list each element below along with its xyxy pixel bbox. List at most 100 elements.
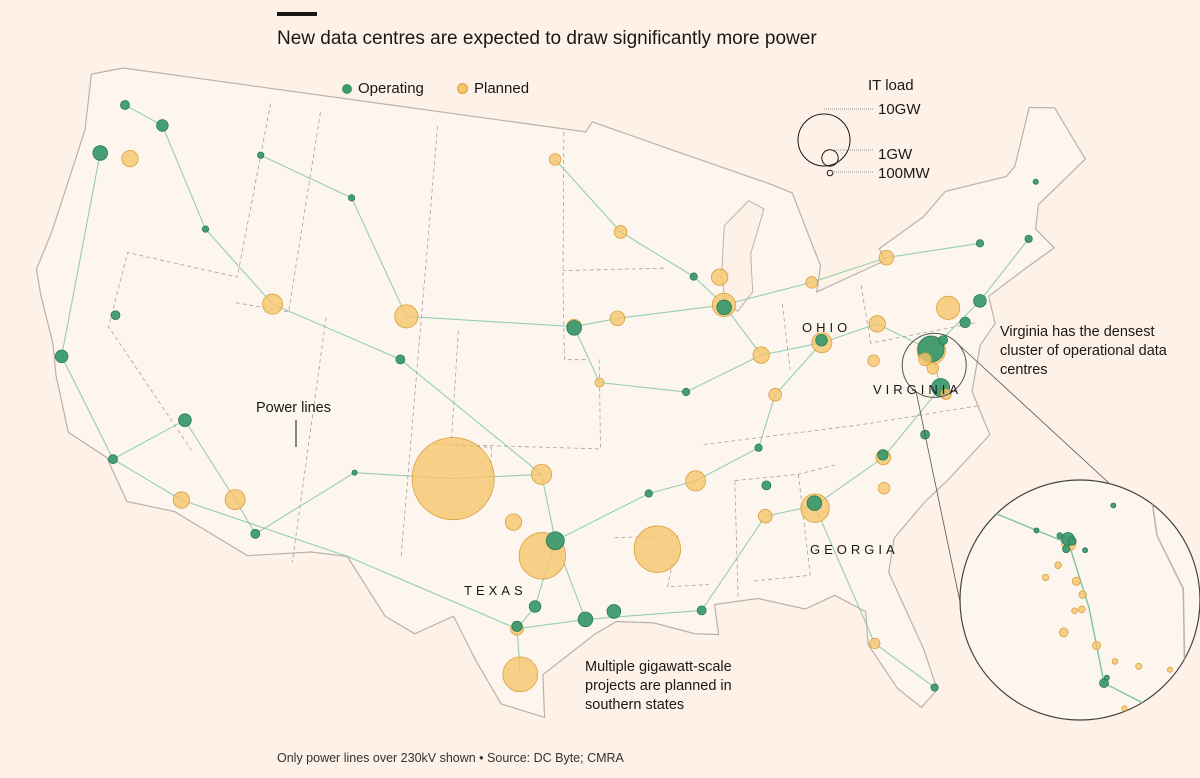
planned-site — [1041, 573, 1050, 582]
state-border — [400, 126, 438, 560]
planned-site — [918, 352, 932, 367]
planned-site — [1167, 666, 1173, 673]
operating-site — [1067, 536, 1077, 546]
state-border — [430, 359, 601, 450]
operating-site — [528, 600, 542, 613]
operating-site — [1062, 544, 1071, 554]
planned-site — [1054, 561, 1062, 569]
state-border — [291, 317, 327, 563]
operating-site — [877, 449, 889, 461]
planned-site — [1071, 607, 1078, 615]
zoom-source-circle — [901, 332, 967, 398]
planned-site — [768, 387, 782, 402]
operating-site — [178, 413, 192, 427]
operating-site — [545, 531, 565, 551]
operating-site — [959, 316, 971, 329]
state-border — [108, 103, 272, 451]
state-border — [703, 405, 978, 445]
operating-site — [806, 495, 823, 511]
south-annotation: Multiple gigawatt-scale projects are pla… — [585, 659, 732, 713]
size-legend-10gw: 10GW — [878, 101, 921, 118]
state-border — [734, 480, 739, 598]
size-legend-100mw: 100MW — [878, 165, 930, 182]
planned-site — [121, 150, 139, 168]
planned-site — [548, 153, 562, 166]
legend-operating: Operating — [342, 80, 424, 97]
operating-site — [975, 239, 985, 248]
title-rule — [277, 12, 317, 16]
state-label-texas: TEXAS — [464, 583, 527, 598]
operating-site — [1110, 502, 1117, 509]
power-line — [260, 154, 352, 199]
state-border — [562, 131, 586, 361]
planned-site — [224, 489, 246, 511]
planned-site — [877, 482, 891, 495]
operating-site — [1082, 547, 1088, 554]
size-legend-circle-10gw — [797, 113, 851, 167]
operating-site — [1032, 178, 1039, 185]
planned-site — [868, 315, 886, 333]
operating-site — [566, 320, 582, 336]
operating-site — [201, 225, 210, 233]
operating-site — [110, 310, 121, 321]
operating-site — [511, 620, 523, 632]
planned-site — [609, 310, 626, 327]
operating-site — [120, 100, 130, 110]
planned-site — [502, 656, 539, 693]
operating-site — [815, 333, 828, 347]
state-border — [860, 285, 976, 344]
operating-site — [644, 489, 653, 498]
operating-site — [689, 272, 698, 281]
operating-site — [1056, 532, 1064, 539]
virginia-annotation: Virginia has the densest cluster of oper… — [1000, 324, 1167, 378]
zoom-connector — [915, 392, 969, 641]
virginia-inset — [959, 479, 1200, 721]
power-line — [554, 159, 622, 233]
operating-site — [696, 605, 707, 616]
planned-site — [752, 346, 770, 364]
planned-site — [805, 276, 818, 289]
planned-site — [936, 295, 961, 320]
size-legend-circle-100mw — [826, 169, 834, 177]
inset-content — [987, 480, 1200, 720]
operating-site — [1103, 674, 1110, 681]
planned-site — [711, 268, 729, 286]
planned-site — [926, 362, 939, 375]
operating-site — [716, 299, 732, 316]
operating-site — [351, 469, 358, 476]
planned-site — [757, 508, 773, 524]
power-line — [555, 323, 932, 542]
footer-source: Only power lines over 230kV shown • Sour… — [277, 751, 624, 765]
size-legend-circle-1gw — [821, 149, 839, 167]
planned-site — [262, 293, 284, 315]
operating-site — [973, 294, 987, 308]
operating-site — [577, 611, 594, 628]
planned-site — [869, 637, 881, 650]
size-legend-title: IT load — [868, 77, 914, 94]
operating-site — [681, 387, 691, 397]
operating-site — [1024, 234, 1033, 244]
legend-operating-label: Operating — [358, 80, 424, 97]
operating-site — [1033, 527, 1040, 534]
planned-site — [1078, 590, 1087, 599]
power-lines-annotation: Power lines — [256, 400, 331, 416]
planned-site — [1111, 658, 1119, 665]
planned-dot-icon — [457, 83, 468, 94]
state-border — [563, 267, 664, 271]
planned-site — [1071, 576, 1081, 586]
operating-site — [938, 335, 949, 346]
operating-site — [54, 349, 69, 364]
planned-site — [1135, 662, 1143, 670]
planned-site — [1058, 627, 1069, 638]
chesapeake-coast — [1141, 480, 1200, 720]
operating-site — [930, 683, 939, 692]
state-label-ohio: OHIO — [802, 320, 852, 335]
inset-power-line — [987, 509, 1173, 719]
size-legend-1gw: 1GW — [878, 146, 913, 163]
planned-site — [867, 354, 880, 367]
operating-site — [395, 354, 406, 365]
zoom-connector — [955, 342, 1111, 485]
planned-site — [940, 388, 952, 400]
operating-site — [156, 119, 169, 132]
